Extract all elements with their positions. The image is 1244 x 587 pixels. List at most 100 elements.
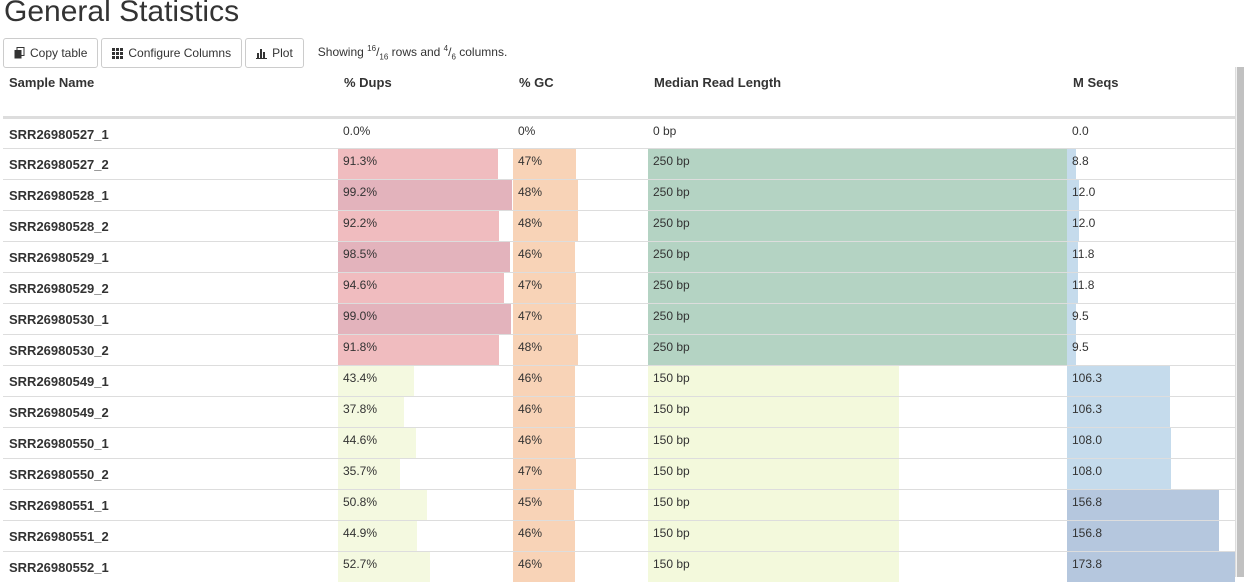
mseqs-bar — [1067, 179, 1079, 210]
sample-name-cell: SRR26980529_2 — [3, 271, 338, 303]
len-bar — [648, 210, 1067, 241]
dups-value: 94.6% — [343, 277, 378, 292]
len-bar — [648, 148, 1067, 179]
sample-name-cell: SRR26980528_2 — [3, 209, 338, 241]
dups-bar — [338, 489, 427, 520]
len-value: 250 bp — [653, 308, 690, 323]
dups-value: 98.5% — [343, 246, 378, 261]
gc-value: 45% — [518, 494, 543, 509]
gc-cell: 48% — [513, 178, 648, 210]
mseqs-bar — [1067, 396, 1170, 427]
mseqs-cell: 12.0 — [1067, 209, 1235, 241]
len-value: 150 bp — [653, 432, 690, 447]
configure-columns-label: Configure Columns — [128, 46, 232, 60]
mseqs-value: 9.5 — [1072, 339, 1089, 354]
table-row: SRR26980551_2 44.9% 46% 150 bp 156.8 — [3, 519, 1235, 551]
dups-value: 0.0% — [343, 123, 371, 138]
mseqs-bar — [1067, 520, 1219, 551]
table-toolbar: Copy table Configure Columns Plot Showin… — [3, 38, 507, 68]
copy-table-button[interactable]: Copy table — [3, 38, 99, 68]
dups-value: 37.8% — [343, 401, 378, 416]
dups-bar — [338, 334, 499, 365]
rows-word: rows and — [388, 45, 444, 60]
gc-value: 46% — [518, 556, 543, 571]
dups-value: 92.2% — [343, 215, 378, 230]
column-header-m-seqs[interactable]: M Seqs — [1067, 67, 1235, 119]
len-cell: 150 bp — [648, 426, 1067, 458]
mseqs-bar — [1067, 458, 1172, 489]
mseqs-bar — [1067, 272, 1079, 303]
column-header-dups[interactable]: % Dups — [338, 67, 513, 119]
scrollbar-thumb[interactable] — [1237, 67, 1244, 577]
dups-bar — [338, 148, 498, 179]
gc-value: 46% — [518, 525, 543, 540]
dups-bar — [338, 272, 504, 303]
sample-name-cell: SRR26980530_2 — [3, 333, 338, 365]
dups-bar — [338, 179, 512, 210]
column-header-gc[interactable]: % GC — [513, 67, 648, 119]
len-cell: 250 bp — [648, 240, 1067, 272]
table-row: SRR26980529_1 98.5% 46% 250 bp 11.8 — [3, 240, 1235, 272]
sample-name-cell: SRR26980527_1 — [3, 116, 338, 148]
dups-value: 91.8% — [343, 339, 378, 354]
cols-word: columns. — [455, 45, 508, 60]
mseqs-value: 106.3 — [1072, 370, 1103, 385]
gc-value: 47% — [518, 277, 543, 292]
dups-value: 99.2% — [343, 184, 378, 199]
sample-name-cell: SRR26980529_1 — [3, 240, 338, 272]
gc-cell: 48% — [513, 209, 648, 241]
sample-name-cell: SRR26980552_1 — [3, 550, 338, 582]
dups-value: 99.0% — [343, 308, 378, 323]
dups-cell: 92.2% — [338, 209, 513, 241]
gc-bar — [513, 427, 576, 458]
column-header-median-read-length[interactable]: Median Read Length — [648, 67, 1067, 119]
table-row: SRR26980549_1 43.4% 46% 150 bp 106.3 — [3, 364, 1235, 396]
dups-bar — [338, 427, 417, 458]
table-header-row: Sample Name % Dups % GC Median Read Leng… — [3, 67, 1235, 119]
dups-cell: 0.0% — [338, 116, 513, 148]
dups-cell: 52.7% — [338, 550, 513, 582]
table-body: SRR26980527_1 0.0% 0% 0 bp 0.0 SRR26980527_2 9… — [3, 116, 1235, 582]
len-bar — [648, 179, 1067, 210]
mseqs-cell: 106.3 — [1067, 364, 1235, 396]
gc-value: 46% — [518, 401, 543, 416]
mseqs-bar — [1067, 334, 1077, 365]
general-stats-table-container: Sample Name % Dups % GC Median Read Leng… — [3, 67, 1235, 587]
table-row: SRR26980530_1 99.0% 47% 250 bp 9.5 — [3, 302, 1235, 334]
mseqs-value: 156.8 — [1072, 494, 1103, 509]
mseqs-value: 8.8 — [1072, 153, 1089, 168]
configure-columns-button[interactable]: Configure Columns — [101, 38, 243, 68]
plot-button[interactable]: Plot — [245, 38, 304, 68]
mseqs-cell: 106.3 — [1067, 395, 1235, 427]
dups-value: 35.7% — [343, 463, 378, 478]
gc-cell: 46% — [513, 426, 648, 458]
mseqs-value: 12.0 — [1072, 215, 1096, 230]
vertical-scrollbar[interactable] — [1235, 67, 1244, 577]
cols-shown: 4 — [443, 44, 449, 54]
mseqs-bar — [1067, 427, 1172, 458]
dups-cell: 99.2% — [338, 178, 513, 210]
sample-name-cell: SRR26980550_2 — [3, 457, 338, 489]
column-header-sample-name[interactable]: Sample Name — [3, 67, 338, 119]
mseqs-value: 11.8 — [1072, 277, 1095, 292]
len-bar — [648, 520, 900, 551]
dups-bar — [338, 365, 414, 396]
gc-bar — [513, 179, 578, 210]
len-value: 150 bp — [653, 525, 690, 540]
mseqs-value: 11.8 — [1072, 246, 1095, 261]
gc-bar — [513, 489, 574, 520]
len-value: 0 bp — [653, 123, 677, 138]
table-row: SRR26980528_2 92.2% 48% 250 bp 12.0 — [3, 209, 1235, 241]
len-cell: 150 bp — [648, 395, 1067, 427]
mseqs-value: 12.0 — [1072, 184, 1096, 199]
gc-cell: 47% — [513, 271, 648, 303]
table-row: SRR26980551_1 50.8% 45% 150 bp 156.8 — [3, 488, 1235, 520]
table-row: SRR26980550_1 44.6% 46% 150 bp 108.0 — [3, 426, 1235, 458]
dups-cell: 91.8% — [338, 333, 513, 365]
gc-cell: 47% — [513, 457, 648, 489]
len-bar — [648, 272, 1067, 303]
dups-cell: 37.8% — [338, 395, 513, 427]
dups-bar — [338, 520, 417, 551]
mseqs-cell: 12.0 — [1067, 178, 1235, 210]
gc-value: 47% — [518, 463, 543, 478]
